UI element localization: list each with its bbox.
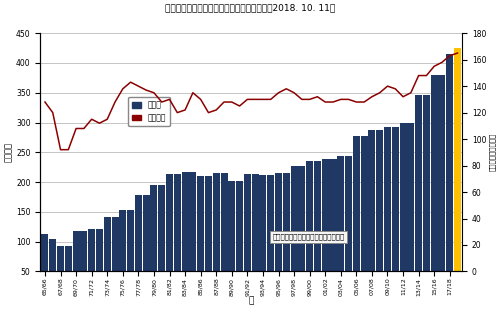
Bar: [42, 234, 48, 301]
Bar: [228, 181, 235, 301]
Bar: [298, 166, 306, 301]
X-axis label: 年: 年: [248, 296, 254, 305]
Bar: [112, 217, 118, 301]
Bar: [120, 210, 126, 301]
Bar: [88, 229, 95, 301]
Bar: [283, 173, 290, 301]
Bar: [338, 156, 344, 301]
Bar: [267, 175, 274, 301]
Bar: [205, 176, 212, 301]
Bar: [190, 172, 196, 301]
Y-axis label: 貿易量／生産量　％: 貿易量／生産量 ％: [489, 133, 496, 171]
Bar: [236, 181, 243, 301]
Bar: [438, 75, 446, 301]
Bar: [80, 231, 87, 301]
Bar: [260, 175, 266, 301]
Bar: [65, 246, 72, 301]
Bar: [72, 231, 80, 301]
Bar: [135, 195, 142, 301]
Bar: [212, 173, 220, 301]
Bar: [345, 156, 352, 301]
Bar: [376, 130, 383, 301]
Bar: [96, 229, 103, 301]
Bar: [197, 176, 204, 301]
Bar: [244, 174, 251, 301]
Bar: [220, 173, 228, 301]
Bar: [430, 75, 438, 301]
Bar: [275, 173, 282, 301]
Bar: [360, 136, 368, 301]
Bar: [384, 127, 391, 301]
Bar: [454, 48, 461, 301]
Bar: [142, 195, 150, 301]
Bar: [182, 172, 188, 301]
Bar: [252, 174, 258, 301]
Legend: 貿易量, 貿易比率: 貿易量, 貿易比率: [128, 97, 170, 126]
Bar: [49, 239, 56, 301]
Bar: [408, 123, 414, 301]
Bar: [330, 159, 336, 301]
Bar: [104, 217, 110, 301]
Bar: [158, 185, 165, 301]
Bar: [392, 127, 399, 301]
Bar: [174, 174, 181, 301]
Text: 穀物＝小麦＋粗粒穀物＋コメ（精米）: 穀物＝小麦＋粗粒穀物＋コメ（精米）: [272, 234, 344, 240]
Y-axis label: 百万トン: 百万トン: [4, 142, 13, 162]
Bar: [423, 95, 430, 301]
Bar: [150, 185, 158, 301]
Bar: [322, 159, 328, 301]
Bar: [166, 174, 173, 301]
Bar: [306, 161, 313, 301]
Bar: [368, 130, 376, 301]
Bar: [290, 166, 298, 301]
Text: 世界の穀物貿易量および貿易比率（米農務省2018. 10. 11）: 世界の穀物貿易量および貿易比率（米農務省2018. 10. 11）: [165, 3, 335, 12]
Bar: [400, 123, 406, 301]
Bar: [127, 210, 134, 301]
Bar: [353, 136, 360, 301]
Bar: [57, 246, 64, 301]
Bar: [314, 161, 321, 301]
Bar: [446, 54, 454, 301]
Bar: [415, 95, 422, 301]
